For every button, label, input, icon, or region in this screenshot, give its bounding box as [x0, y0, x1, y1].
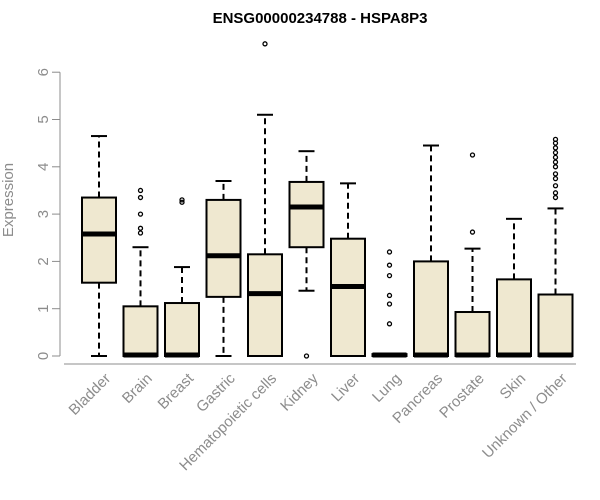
box-hematopoietic-cells [247, 41, 283, 357]
box-liver [330, 182, 366, 357]
box-rect [454, 311, 491, 357]
outlier-point [262, 41, 268, 47]
outlier-point [137, 211, 144, 217]
outlier-point [137, 225, 144, 231]
box-skin [496, 217, 532, 358]
x-tick-label: Breast [155, 370, 198, 413]
outlier-point [469, 229, 476, 235]
x-tick-label: Liver [328, 370, 363, 405]
y-tick-label: 0 [35, 352, 52, 360]
x-tick-label: Skin [497, 370, 530, 403]
x-tick-label: Bladder [66, 370, 115, 419]
x-tick-label: Lung [369, 370, 405, 406]
outlier-point [552, 136, 559, 143]
box-rect [496, 278, 532, 357]
outlier-point [552, 183, 559, 189]
outlier-point [386, 301, 393, 307]
outlier-point [552, 159, 559, 165]
box-prostate [454, 152, 491, 358]
outlier-point [552, 145, 559, 151]
outlier-point [552, 194, 559, 201]
outlier-point [552, 175, 559, 182]
box-rect [122, 305, 159, 357]
outlier-point [137, 187, 144, 194]
outlier-point [137, 230, 144, 236]
outlier-point [137, 194, 144, 201]
box-rect [164, 302, 200, 357]
outlier-point [469, 152, 476, 158]
y-tick-label: 2 [35, 257, 52, 265]
box-brain [122, 187, 159, 358]
box-kidney [288, 150, 325, 359]
y-tick-label: 6 [35, 68, 52, 76]
y-tick-label: 1 [35, 305, 52, 313]
box-gastric [205, 179, 242, 357]
plot-area [81, 41, 574, 359]
y-tick-label: 4 [35, 163, 52, 171]
box-rect [288, 180, 325, 249]
y-tick-label: 5 [35, 115, 52, 123]
box-bladder [81, 135, 117, 357]
chart-title: ENSG00000234788 - HSPA8P3 [213, 10, 428, 27]
box-rect [81, 196, 117, 284]
box-rect [413, 260, 449, 357]
outlier-point [179, 199, 185, 205]
box-rect [205, 198, 242, 298]
box-unknown-other [537, 136, 574, 358]
x-tick-label: Kidney [277, 370, 322, 415]
outlier-point [386, 321, 393, 327]
outlier-point [386, 272, 393, 279]
outlier-point [552, 171, 559, 177]
box-rect [247, 253, 283, 357]
outlier-point [552, 164, 559, 170]
outlier-point [386, 292, 393, 299]
y-tick-label: 3 [35, 210, 52, 218]
y-axis-label: Expression [0, 163, 17, 237]
x-tick-label: Brain [119, 370, 156, 407]
box-pancreas [413, 144, 449, 358]
outlier-point [386, 249, 393, 255]
box-rect [537, 293, 574, 358]
outlier-point [303, 353, 310, 359]
box-rect [330, 237, 366, 357]
x-tick-label: Prostate [436, 370, 488, 422]
outlier-point [386, 262, 393, 268]
box-lung [371, 249, 408, 358]
outlier-point [552, 190, 559, 196]
outlier-point [179, 197, 185, 203]
box-breast [164, 197, 200, 358]
outlier-point [552, 154, 559, 160]
y-axis: 0 1 2 3 4 5 6 [35, 68, 61, 360]
outlier-point [552, 149, 559, 156]
